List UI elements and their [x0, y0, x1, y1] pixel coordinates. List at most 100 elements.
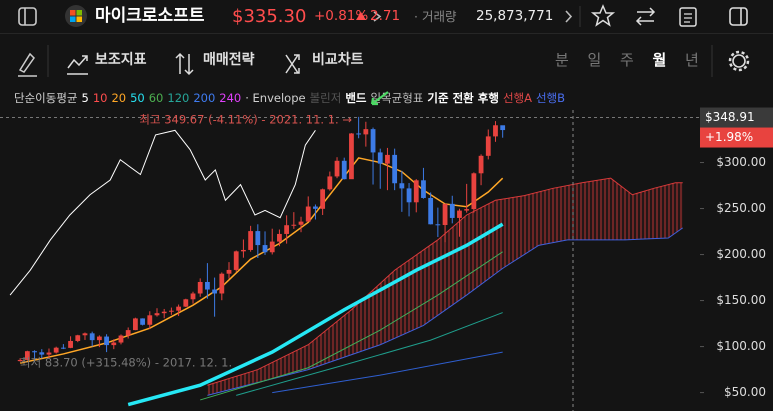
strategy-icon[interactable] — [175, 52, 194, 76]
clipboard-lines — [684, 13, 692, 23]
stock-name: 마이크로소프트 — [95, 6, 205, 26]
candle-body — [140, 318, 145, 325]
candle-body — [478, 155, 484, 174]
toolbar-button[interactable]: 비교차트 — [312, 52, 364, 68]
candle-body — [320, 189, 326, 209]
candle-body — [341, 160, 347, 180]
candle-body — [334, 160, 340, 177]
draw-icon[interactable] — [18, 52, 37, 77]
legend-item: 5 — [81, 91, 89, 105]
candle-body — [17, 359, 23, 362]
candle-body — [363, 129, 369, 135]
candle-body — [377, 152, 383, 164]
candle-body — [205, 281, 210, 290]
candle-body — [385, 154, 390, 164]
y-tick-label: $100.00 — [716, 339, 766, 353]
candle-body — [219, 273, 225, 294]
high-note: 최고 349.67 (-4.11%) - 2021. 11. 1. → — [139, 113, 352, 127]
candle-body — [435, 224, 441, 226]
y-tick-label: $150.00 — [716, 293, 766, 307]
candle-body — [161, 311, 167, 314]
legend-item: · Envelope — [245, 91, 306, 105]
toolbar-button[interactable]: 보조지표 — [95, 52, 147, 68]
candle-body — [284, 225, 290, 234]
clipboard-icon[interactable] — [679, 7, 697, 27]
legend-item: 120 — [167, 91, 190, 105]
period-tab[interactable]: 일 — [587, 51, 602, 69]
candle-body — [104, 336, 109, 346]
indicator-icon[interactable] — [67, 55, 88, 75]
candle-body — [442, 203, 448, 226]
candle-body — [190, 293, 196, 300]
candle-body — [125, 330, 131, 336]
candle-body — [111, 342, 117, 346]
price-change: +1.98% — [705, 130, 753, 144]
indicator-line — [236, 312, 503, 396]
y-tick-label: $300.00 — [716, 155, 766, 169]
cloud-tint — [207, 178, 683, 396]
indicator-line — [200, 251, 503, 401]
candle-body — [305, 206, 311, 222]
candle-body — [421, 180, 426, 198]
price-tag-bg — [700, 107, 773, 128]
candle-body — [277, 233, 282, 242]
candle-body — [176, 306, 182, 311]
candle-body — [53, 347, 59, 353]
candle-body — [392, 154, 398, 184]
legend-item: 50 — [130, 91, 145, 105]
settings-teeth — [728, 50, 750, 72]
candle-body — [428, 197, 434, 225]
expand-icon[interactable] — [565, 10, 573, 23]
legend-item: 선행B — [535, 91, 566, 105]
logo-part — [76, 10, 82, 16]
logo-part — [70, 16, 76, 22]
candle-body — [197, 281, 203, 294]
candle-body — [464, 209, 470, 211]
legend-item: 볼린저 — [309, 91, 342, 105]
period-tab[interactable]: 년 — [685, 51, 699, 69]
star-icon[interactable] — [590, 4, 616, 27]
candle-body — [118, 335, 124, 343]
candle-body — [248, 231, 254, 250]
volume-label: · 거래량 — [414, 9, 457, 24]
candle-body — [39, 352, 45, 355]
toolbar-button[interactable]: 매매전략 — [203, 52, 255, 68]
legend-item: 기준 — [427, 91, 449, 105]
period-tab[interactable]: 분 — [555, 51, 569, 69]
candle-body — [154, 313, 160, 316]
y-tick-label: $200.00 — [716, 247, 766, 261]
panel-icon[interactable] — [729, 7, 748, 26]
change: 2.71 — [370, 8, 401, 24]
candle-body — [241, 249, 246, 252]
pointer-arrow — [370, 91, 389, 106]
legend-item: 전환 — [452, 91, 474, 105]
candle-body — [132, 318, 138, 331]
candle-body — [183, 299, 189, 307]
candle-body — [96, 336, 102, 341]
candle-body — [46, 352, 52, 355]
candle-body — [399, 183, 405, 189]
settings-icon[interactable] — [732, 54, 746, 68]
compare-icon[interactable] — [285, 54, 300, 74]
candle-body — [68, 340, 73, 348]
candle-body — [493, 125, 498, 137]
legend-item: 200 — [193, 91, 216, 105]
swap-icon[interactable] — [635, 7, 656, 26]
legend-item: 밴드 — [345, 91, 367, 105]
candle-body — [449, 203, 455, 218]
candle-body — [269, 241, 275, 253]
candle-body — [233, 251, 239, 270]
indicator-legend: 단순이동평균 5 10 20 50 60 120 200 240 · Envelope 볼린저 밴드 일… — [14, 90, 569, 106]
candle-body — [349, 133, 354, 180]
period-tab[interactable]: 주 — [620, 51, 634, 69]
period-tab[interactable]: 월 — [652, 51, 667, 69]
legend-item: 20 — [111, 91, 127, 105]
candle-body — [291, 224, 297, 226]
candle-body — [485, 136, 491, 156]
more-icon[interactable] — [373, 11, 382, 22]
sidebar-icon[interactable] — [18, 7, 37, 26]
cloud — [207, 178, 683, 396]
candle-body — [262, 245, 268, 253]
